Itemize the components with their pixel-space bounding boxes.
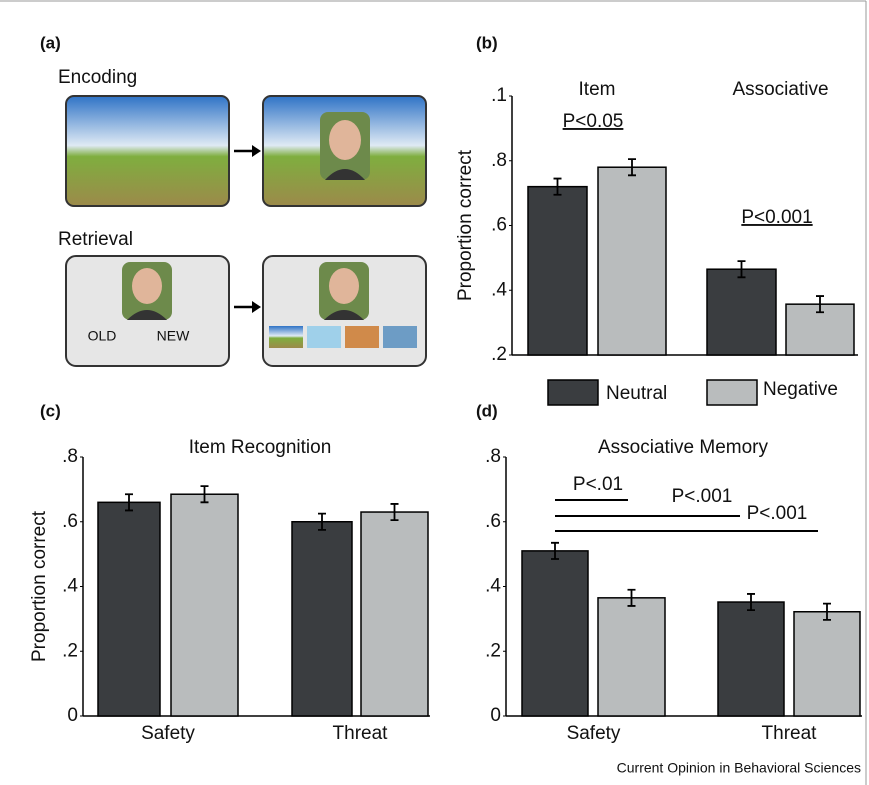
y-tick-label: .4 — [485, 576, 501, 597]
y-tick-label: .1 — [491, 85, 507, 106]
arrow-head — [252, 301, 261, 313]
bar — [528, 187, 587, 355]
bar — [98, 502, 160, 716]
arrow-head — [252, 145, 261, 157]
y-tick-label: 0 — [490, 705, 501, 726]
face — [132, 268, 162, 304]
category-label: Threat — [762, 723, 818, 744]
bar — [292, 522, 352, 716]
y-tick-label: .6 — [491, 215, 507, 236]
panel-label: (d) — [476, 401, 498, 420]
significance-label: P<.001 — [672, 486, 733, 507]
y-tick-label: .4 — [62, 576, 78, 597]
category-label: Threat — [333, 723, 389, 744]
significance-label: P<0.05 — [563, 111, 624, 132]
credit: Current Opinion in Behavioral Sciences — [617, 760, 861, 776]
stage-label: Retrieval — [58, 229, 133, 250]
y-tick-label: 0 — [67, 705, 78, 726]
panel-label: (c) — [40, 401, 61, 420]
significance-label: P<.01 — [573, 474, 623, 495]
y-tick-label: .2 — [491, 344, 507, 365]
category-label: Associative — [732, 79, 828, 100]
y-tick-label: .2 — [62, 640, 78, 661]
chart-title: Item Recognition — [189, 437, 332, 458]
significance-label: P<.001 — [747, 503, 808, 524]
option-label: NEW — [157, 328, 190, 344]
y-tick-label: .6 — [485, 511, 501, 532]
y-tick-label: .4 — [491, 279, 507, 300]
y-tick-label: .8 — [485, 446, 501, 467]
bar — [361, 512, 428, 716]
category-label: Safety — [567, 723, 621, 744]
y-tick-label: .6 — [62, 511, 78, 532]
face — [329, 268, 359, 304]
figure: (a) Encoding Retrieval OLD NEW Current O… — [0, 0, 869, 785]
y-axis-label: Proportion correct — [455, 149, 476, 301]
significance-label: P<0.001 — [741, 207, 812, 228]
bar — [718, 602, 784, 716]
y-axis-label: Proportion correct — [29, 510, 50, 662]
bar — [707, 269, 776, 355]
legend-swatch — [548, 380, 598, 405]
option-label: OLD — [88, 328, 117, 344]
thumbnail — [307, 326, 341, 348]
bar — [171, 494, 238, 716]
scene-image — [66, 96, 229, 206]
category-label: Item — [579, 79, 616, 100]
y-tick-label: .8 — [491, 150, 507, 171]
legend-label: Negative — [763, 379, 838, 400]
legend-swatch — [707, 380, 757, 405]
panel-label: (a) — [40, 33, 61, 52]
panel-a: (a) Encoding Retrieval OLD NEW — [40, 33, 426, 366]
thumbnail — [383, 326, 417, 348]
thumbnail — [269, 326, 303, 348]
stage-label: Encoding — [58, 67, 137, 88]
panel-label: (b) — [476, 33, 498, 52]
bar — [598, 598, 665, 716]
y-tick-label: .2 — [485, 640, 501, 661]
y-tick-label: .8 — [62, 446, 78, 467]
thumbnail — [345, 326, 379, 348]
bar — [598, 167, 666, 355]
bar — [522, 551, 588, 716]
category-label: Safety — [141, 723, 195, 744]
chart-title: Associative Memory — [598, 437, 768, 458]
bar — [794, 612, 860, 716]
face — [329, 120, 361, 160]
legend-label: Neutral — [606, 383, 667, 404]
